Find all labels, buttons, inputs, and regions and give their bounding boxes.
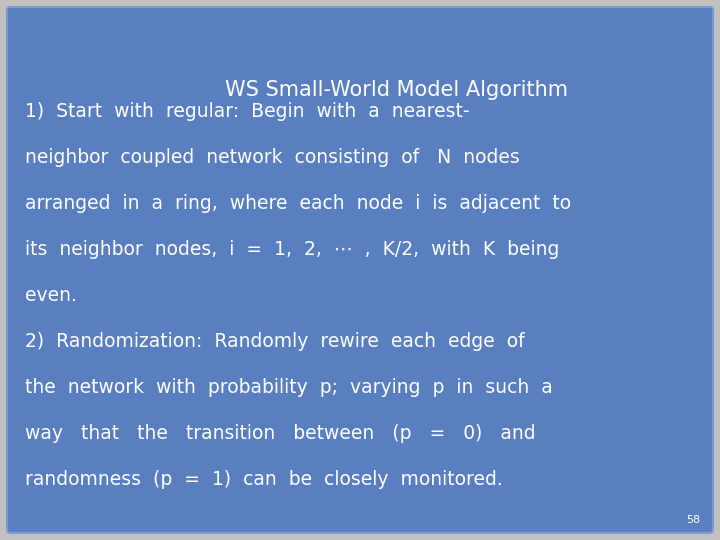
Text: the  network  with  probability  p;  varying  p  in  such  a: the network with probability p; varying … [25,378,553,397]
Text: way   that   the   transition   between   (p   =   0)   and: way that the transition between (p = 0) … [25,424,536,443]
Text: WS Small-World Model Algorithm: WS Small-World Model Algorithm [225,80,567,100]
Text: 1)  Start  with  regular:  Begin  with  a  nearest-: 1) Start with regular: Begin with a near… [25,102,469,121]
Text: neighbor  coupled  network  consisting  of   N  nodes: neighbor coupled network consisting of N… [25,148,520,167]
Text: 58: 58 [686,515,700,525]
Text: randomness  (p  =  1)  can  be  closely  monitored.: randomness (p = 1) can be closely monito… [25,470,503,489]
Text: even.: even. [25,286,77,305]
FancyBboxPatch shape [7,7,713,533]
Text: its  neighbor  nodes,  i  =  1,  2,  ⋯  ,  K/2,  with  K  being: its neighbor nodes, i = 1, 2, ⋯ , K/2, w… [25,240,559,259]
Text: arranged  in  a  ring,  where  each  node  i  is  adjacent  to: arranged in a ring, where each node i is… [25,194,571,213]
Text: 2)  Randomization:  Randomly  rewire  each  edge  of: 2) Randomization: Randomly rewire each e… [25,332,525,351]
